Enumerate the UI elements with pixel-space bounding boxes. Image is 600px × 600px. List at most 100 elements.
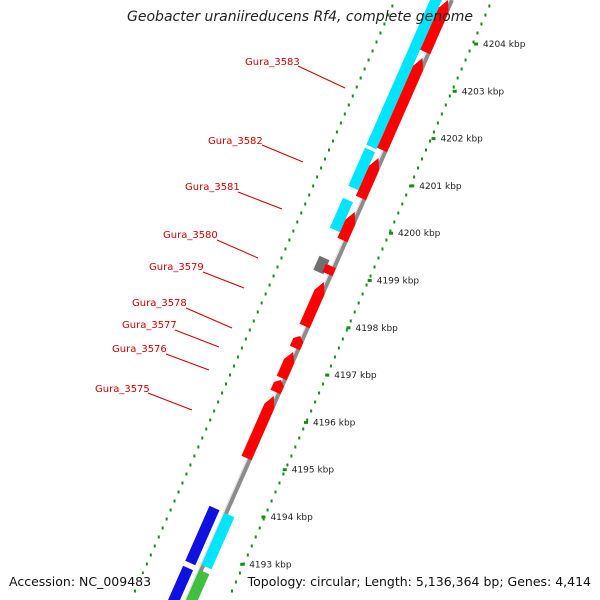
- scale-dot: [292, 229, 295, 233]
- gene-features: [168, 0, 449, 600]
- scale-dot: [383, 22, 386, 26]
- scale-dot: [448, 94, 451, 98]
- gene-label: Gura_3575: [95, 384, 150, 395]
- scale-dot: [234, 580, 237, 584]
- gene-arrow: [337, 212, 356, 243]
- scale-dot: [141, 571, 144, 575]
- scale-dot: [236, 355, 239, 359]
- gene-labels: Gura_3583 Gura_3582 Gura_3581 Gura_3580 Gura…: [95, 57, 346, 411]
- cds-block: [329, 197, 353, 233]
- scale-dot: [298, 436, 301, 440]
- gene-arrow: [241, 396, 275, 461]
- scale-dot: [385, 238, 388, 242]
- scale-dot: [365, 283, 368, 287]
- scale-dot: [270, 499, 273, 503]
- scale-tick-mark: [240, 562, 245, 566]
- scale-dot: [328, 148, 330, 152]
- gene-label: Gura_3582: [208, 136, 263, 147]
- scale-tick-label: 4194 kbp: [270, 513, 313, 523]
- scale-dot: [306, 418, 309, 422]
- gene-arrow: [377, 58, 424, 153]
- scale-dot: [244, 337, 247, 341]
- scale-dot: [205, 427, 208, 431]
- scale-dot: [341, 337, 344, 341]
- scale-dot: [157, 535, 160, 539]
- scale-dot: [282, 472, 285, 476]
- scale-dot: [153, 544, 156, 548]
- scale-tick-mark: [346, 326, 351, 330]
- scale-dot: [373, 265, 376, 269]
- scale-dot: [286, 463, 289, 467]
- scale-tick-mark: [431, 137, 436, 141]
- scale-dot: [264, 292, 267, 296]
- cds-block: [406, 0, 442, 58]
- scale-dot: [302, 427, 305, 431]
- scale-tick-mark: [452, 89, 457, 93]
- scale-dot: [252, 319, 255, 323]
- scale-tick-mark: [261, 515, 266, 519]
- scale-dot: [288, 238, 291, 242]
- scale-tick-label: 4202 kbp: [440, 135, 483, 145]
- scale-dot: [389, 229, 392, 233]
- scale-dot: [353, 310, 356, 314]
- scale-dot: [177, 490, 180, 494]
- accession-text: Accession: NC_009483: [9, 574, 152, 589]
- gene-arrow: [322, 263, 336, 277]
- scale-dot: [262, 517, 265, 521]
- scale-dot: [377, 256, 380, 260]
- scale-dot: [314, 400, 317, 404]
- scale-tick-label: 4193 kbp: [249, 560, 292, 570]
- scale-tick-mark: [282, 468, 287, 472]
- scale-dot: [421, 157, 424, 161]
- scale-dot: [417, 166, 420, 170]
- gene-arrow: [270, 380, 284, 395]
- scale-dot: [460, 67, 463, 71]
- scale-dot: [300, 211, 303, 215]
- scale-dot: [197, 445, 200, 449]
- scale-tick-mark: [474, 42, 478, 46]
- scale-dot: [296, 220, 299, 224]
- gene-label-leader: [297, 65, 346, 89]
- scale-dot: [230, 589, 233, 593]
- scale-dot: [387, 13, 390, 17]
- cds-block: [201, 512, 235, 570]
- scale-dot: [312, 184, 315, 188]
- scale-dot: [456, 76, 459, 80]
- cds-block: [366, 52, 417, 150]
- scale-dot: [428, 139, 431, 143]
- scale-tick-mark: [325, 373, 330, 377]
- scale-dot: [379, 31, 382, 35]
- scale-dot: [335, 130, 338, 134]
- gene-label-leader: [174, 329, 220, 348]
- scale-tick-mark: [410, 184, 415, 188]
- gene-label: Gura_3581: [185, 182, 240, 193]
- reverse-gene-block: [168, 565, 194, 600]
- scale-dot: [339, 121, 342, 125]
- gene-label-leader: [185, 307, 233, 329]
- gene-label-leader: [237, 191, 283, 210]
- scale-dot: [351, 94, 354, 98]
- gene-label-leader: [165, 353, 210, 371]
- scale-dot: [355, 85, 358, 89]
- scale-dot: [308, 193, 311, 197]
- scale-dot: [280, 256, 283, 260]
- gene-label: Gura_3580: [163, 230, 218, 241]
- scale-dot: [359, 76, 362, 80]
- scale-dot: [248, 328, 251, 332]
- scale-dot: [476, 31, 479, 35]
- gene-label: Gura_3577: [122, 320, 177, 331]
- scale-dot: [480, 22, 483, 26]
- inner-scale-dots: [133, 4, 394, 593]
- scale-dot: [484, 13, 487, 17]
- scale-dot: [240, 346, 243, 350]
- gene-label-leader: [216, 239, 259, 259]
- scale-dot: [472, 40, 475, 44]
- scale-dot: [229, 373, 231, 377]
- gene-label-leader: [147, 392, 193, 411]
- scale-dot: [329, 364, 332, 368]
- gene-label-leader: [261, 144, 304, 163]
- scale-dot: [290, 454, 293, 458]
- scale-tick-mark: [388, 231, 393, 235]
- scale-dot: [347, 103, 350, 107]
